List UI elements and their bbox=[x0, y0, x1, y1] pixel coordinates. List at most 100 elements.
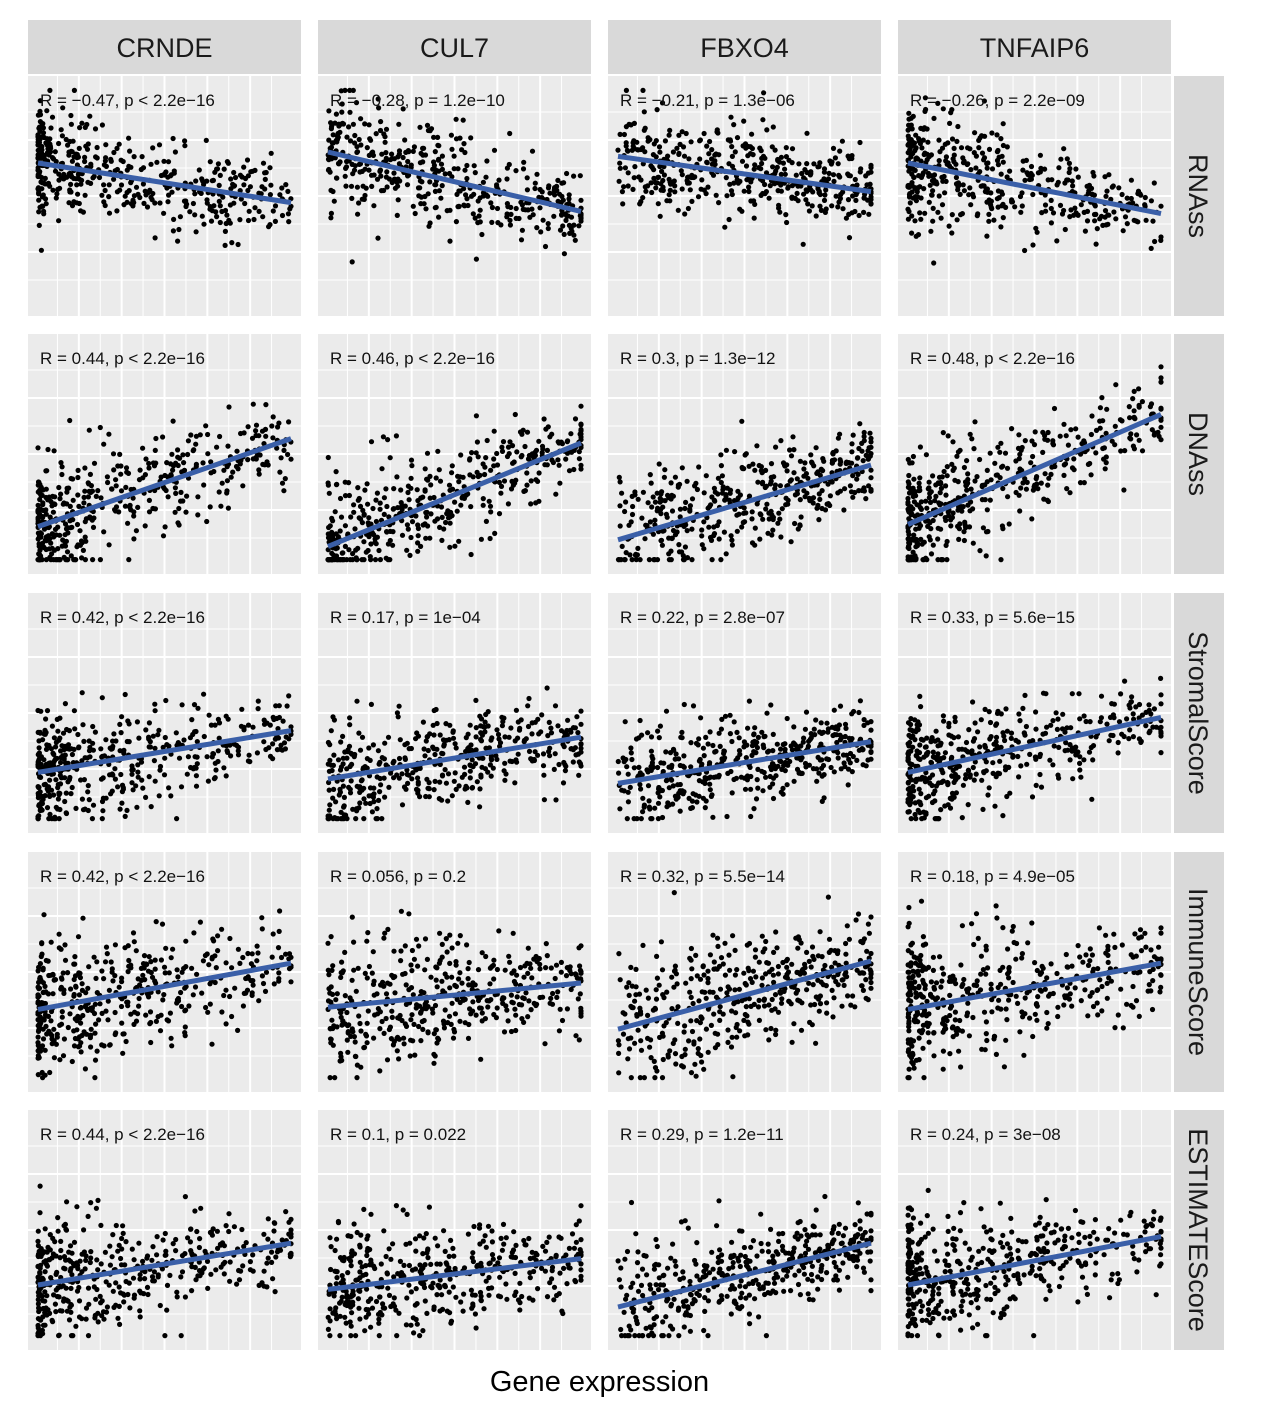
scatter-point bbox=[47, 183, 53, 189]
scatter-point bbox=[355, 497, 361, 503]
scatter-point bbox=[619, 490, 625, 496]
scatter-point bbox=[1097, 405, 1103, 411]
scatter-point bbox=[468, 135, 474, 141]
scatter-point bbox=[758, 468, 764, 474]
row-label: StromalScore bbox=[1183, 631, 1213, 795]
scatter-point bbox=[659, 100, 666, 106]
scatter-point bbox=[712, 749, 718, 755]
scatter-point bbox=[389, 151, 395, 157]
scatter-point bbox=[623, 87, 630, 93]
scatter-point bbox=[278, 742, 284, 748]
scatter-point bbox=[135, 504, 141, 510]
scatter-point bbox=[931, 115, 937, 121]
scatter-point bbox=[483, 174, 489, 180]
scatter-point bbox=[668, 480, 674, 486]
scatter-point bbox=[821, 795, 827, 801]
scatter-point bbox=[514, 449, 520, 455]
scatter-point bbox=[645, 783, 652, 789]
scatter-point bbox=[173, 490, 179, 496]
scatter-point bbox=[1045, 498, 1051, 505]
scatter-point bbox=[210, 177, 216, 183]
scatter-point bbox=[172, 509, 178, 515]
scatter-point bbox=[1102, 466, 1108, 472]
scatter-point bbox=[166, 785, 172, 791]
scatter-point bbox=[349, 195, 355, 201]
scatter-point bbox=[917, 505, 924, 511]
scatter-point bbox=[1112, 442, 1118, 448]
scatter-point bbox=[678, 168, 684, 174]
scatter-point bbox=[1065, 442, 1071, 448]
scatter-point bbox=[195, 512, 201, 518]
scatter-point bbox=[729, 790, 735, 796]
scatter-point bbox=[472, 170, 478, 176]
scatter-point bbox=[666, 495, 672, 501]
scatter-point bbox=[150, 190, 156, 197]
scatter-point bbox=[224, 478, 230, 484]
scatter-point bbox=[1015, 445, 1022, 451]
scatter-point bbox=[201, 221, 207, 227]
scatter-point bbox=[377, 775, 383, 782]
scatter-point bbox=[441, 743, 447, 749]
scatter-point bbox=[365, 501, 371, 507]
scatter-point bbox=[361, 785, 367, 791]
scatter-point bbox=[262, 176, 268, 182]
scatter-point bbox=[368, 541, 374, 547]
scatter-point bbox=[956, 182, 962, 188]
scatter-point bbox=[125, 520, 131, 526]
scatter-point bbox=[113, 738, 119, 744]
scatter-point bbox=[286, 419, 292, 425]
scatter-point bbox=[641, 804, 647, 810]
scatter-point bbox=[325, 480, 331, 486]
scatter-point bbox=[1072, 205, 1078, 211]
scatter-point bbox=[113, 483, 119, 489]
scatter-point bbox=[216, 198, 222, 204]
scatter-point bbox=[793, 172, 799, 178]
scatter-point bbox=[507, 439, 513, 445]
scatter-point bbox=[93, 493, 99, 499]
scatter-point bbox=[89, 816, 95, 822]
scatter-point bbox=[272, 203, 279, 209]
row-strip-immunescore: ImmuneScore bbox=[1174, 852, 1224, 1092]
scatter-point bbox=[823, 187, 829, 193]
scatter-point bbox=[453, 116, 459, 122]
scatter-point bbox=[821, 166, 828, 172]
scatter-point bbox=[1023, 486, 1029, 492]
scatter-point bbox=[676, 151, 682, 157]
scatter-point bbox=[1062, 461, 1069, 467]
scatter-point bbox=[751, 732, 757, 738]
scatter-point bbox=[1069, 178, 1075, 184]
scatter-point bbox=[657, 495, 663, 501]
scatter-point bbox=[775, 520, 781, 526]
scatter-point bbox=[659, 542, 666, 548]
scatter-point bbox=[211, 468, 217, 475]
scatter-point bbox=[519, 202, 526, 208]
scatter-point bbox=[827, 502, 833, 509]
scatter-point bbox=[1118, 448, 1124, 454]
scatter-point bbox=[770, 795, 777, 802]
scatter-point bbox=[87, 471, 93, 477]
scatter-point bbox=[355, 545, 361, 552]
scatter-point bbox=[449, 146, 455, 152]
scatter-point bbox=[995, 162, 1002, 168]
scatter-point bbox=[538, 229, 544, 235]
scatter-point bbox=[935, 100, 941, 106]
scatter-point bbox=[905, 127, 911, 133]
scatter-point bbox=[531, 756, 537, 763]
scatter-point bbox=[829, 479, 835, 485]
scatter-point bbox=[403, 149, 409, 155]
scatter-point bbox=[555, 177, 561, 183]
scatter-point bbox=[655, 764, 661, 771]
scatter-point bbox=[494, 205, 501, 212]
scatter-point bbox=[387, 157, 393, 163]
scatter-point bbox=[637, 781, 643, 788]
scatter-point bbox=[424, 776, 430, 782]
scatter-point bbox=[1103, 460, 1109, 466]
scatter-point bbox=[207, 504, 213, 510]
scatter-point bbox=[907, 166, 914, 172]
scatter-point bbox=[798, 514, 804, 520]
scatter-point bbox=[1034, 474, 1040, 480]
scatter-point bbox=[541, 772, 547, 778]
scatter-point bbox=[551, 213, 557, 219]
regression-line bbox=[37, 436, 292, 529]
scatter-point bbox=[933, 493, 939, 499]
